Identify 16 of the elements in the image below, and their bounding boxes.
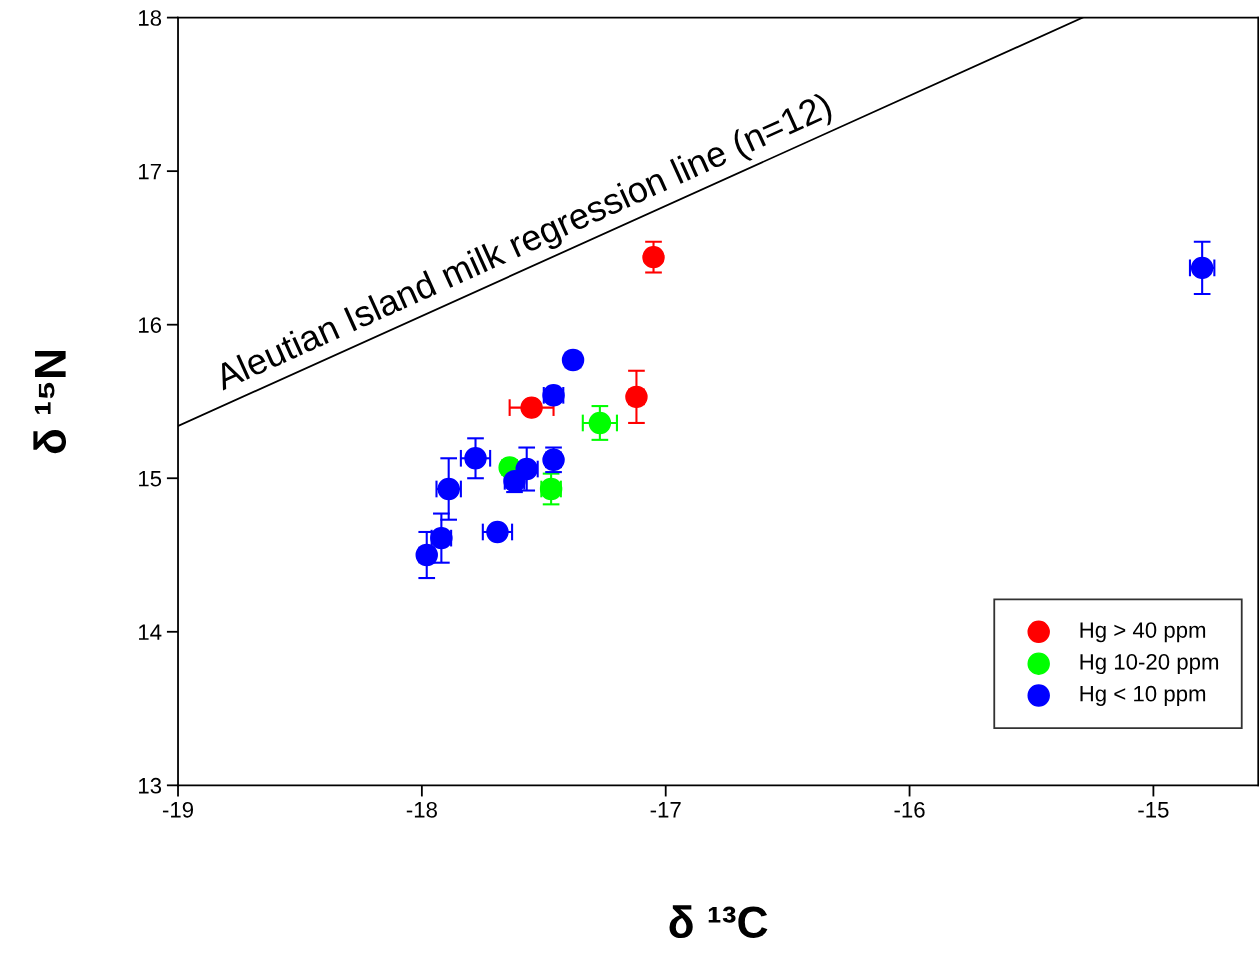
x-axis-title: δ ¹³C [669, 905, 768, 938]
x-tick-label: -18 [406, 801, 437, 818]
y-tick-label: 14 [139, 624, 162, 640]
legend-label: Hg 10-20 ppm [1080, 653, 1219, 675]
x-tick-label: -16 [894, 801, 925, 818]
legend-label: Hg > 40 ppm [1080, 622, 1206, 643]
y-tick-label: 15 [139, 471, 162, 487]
x-tick-label: -19 [162, 801, 194, 818]
y-tick-label: 16 [139, 317, 162, 333]
legend-label: Hg < 10 ppm [1080, 685, 1206, 706]
x-tick-label: -17 [650, 802, 681, 818]
y-tick-label: 17 [139, 163, 161, 180]
y-axis-title: δ ¹⁵N [33, 350, 67, 454]
y-tick-label: 18 [139, 10, 162, 26]
x-tick-label: -15 [1138, 802, 1169, 818]
y-tick-label: 13 [139, 777, 162, 794]
